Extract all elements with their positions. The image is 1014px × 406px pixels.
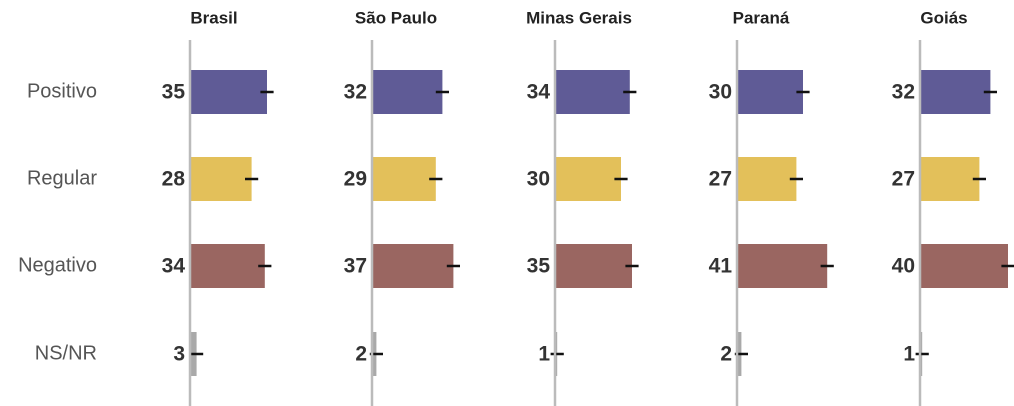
bar bbox=[737, 157, 797, 201]
bar bbox=[737, 70, 803, 114]
bar bbox=[555, 244, 632, 288]
category-label: Regular bbox=[27, 167, 97, 189]
value-label: 1 bbox=[538, 343, 550, 366]
bar bbox=[372, 244, 454, 288]
panel-title: Goiás bbox=[920, 8, 967, 27]
value-label: 40 bbox=[892, 255, 915, 278]
value-label: 35 bbox=[162, 81, 186, 104]
bar bbox=[190, 70, 267, 114]
bar bbox=[555, 157, 621, 201]
value-label: 29 bbox=[344, 168, 367, 191]
value-label: 2 bbox=[355, 343, 367, 366]
bar bbox=[555, 70, 630, 114]
value-label: 2 bbox=[720, 343, 732, 366]
value-label: 34 bbox=[527, 81, 551, 104]
panel-title: São Paulo bbox=[355, 8, 437, 27]
bar bbox=[190, 244, 265, 288]
bar bbox=[920, 157, 980, 201]
value-label: 28 bbox=[162, 168, 186, 191]
category-label: Negativo bbox=[18, 254, 97, 276]
bar bbox=[190, 157, 252, 201]
value-label: 32 bbox=[344, 81, 367, 104]
bar bbox=[920, 244, 1008, 288]
bar bbox=[372, 157, 436, 201]
value-label: 41 bbox=[709, 255, 733, 278]
value-label: 34 bbox=[162, 255, 186, 278]
value-label: 27 bbox=[709, 168, 732, 191]
bar bbox=[372, 70, 443, 114]
value-label: 30 bbox=[527, 168, 550, 191]
value-label: 27 bbox=[892, 168, 915, 191]
bar bbox=[737, 244, 828, 288]
value-label: 32 bbox=[892, 81, 915, 104]
category-label: Positivo bbox=[27, 80, 97, 102]
value-label: 37 bbox=[344, 255, 367, 278]
value-label: 3 bbox=[173, 343, 185, 366]
bar bbox=[920, 70, 991, 114]
value-label: 35 bbox=[527, 255, 551, 278]
panel-title: Minas Gerais bbox=[526, 8, 632, 27]
category-label: NS/NR bbox=[35, 342, 97, 364]
value-label: 1 bbox=[903, 343, 915, 366]
panel-title: Brasil bbox=[190, 8, 237, 27]
value-label: 30 bbox=[709, 81, 732, 104]
panel-title: Paraná bbox=[733, 8, 790, 27]
